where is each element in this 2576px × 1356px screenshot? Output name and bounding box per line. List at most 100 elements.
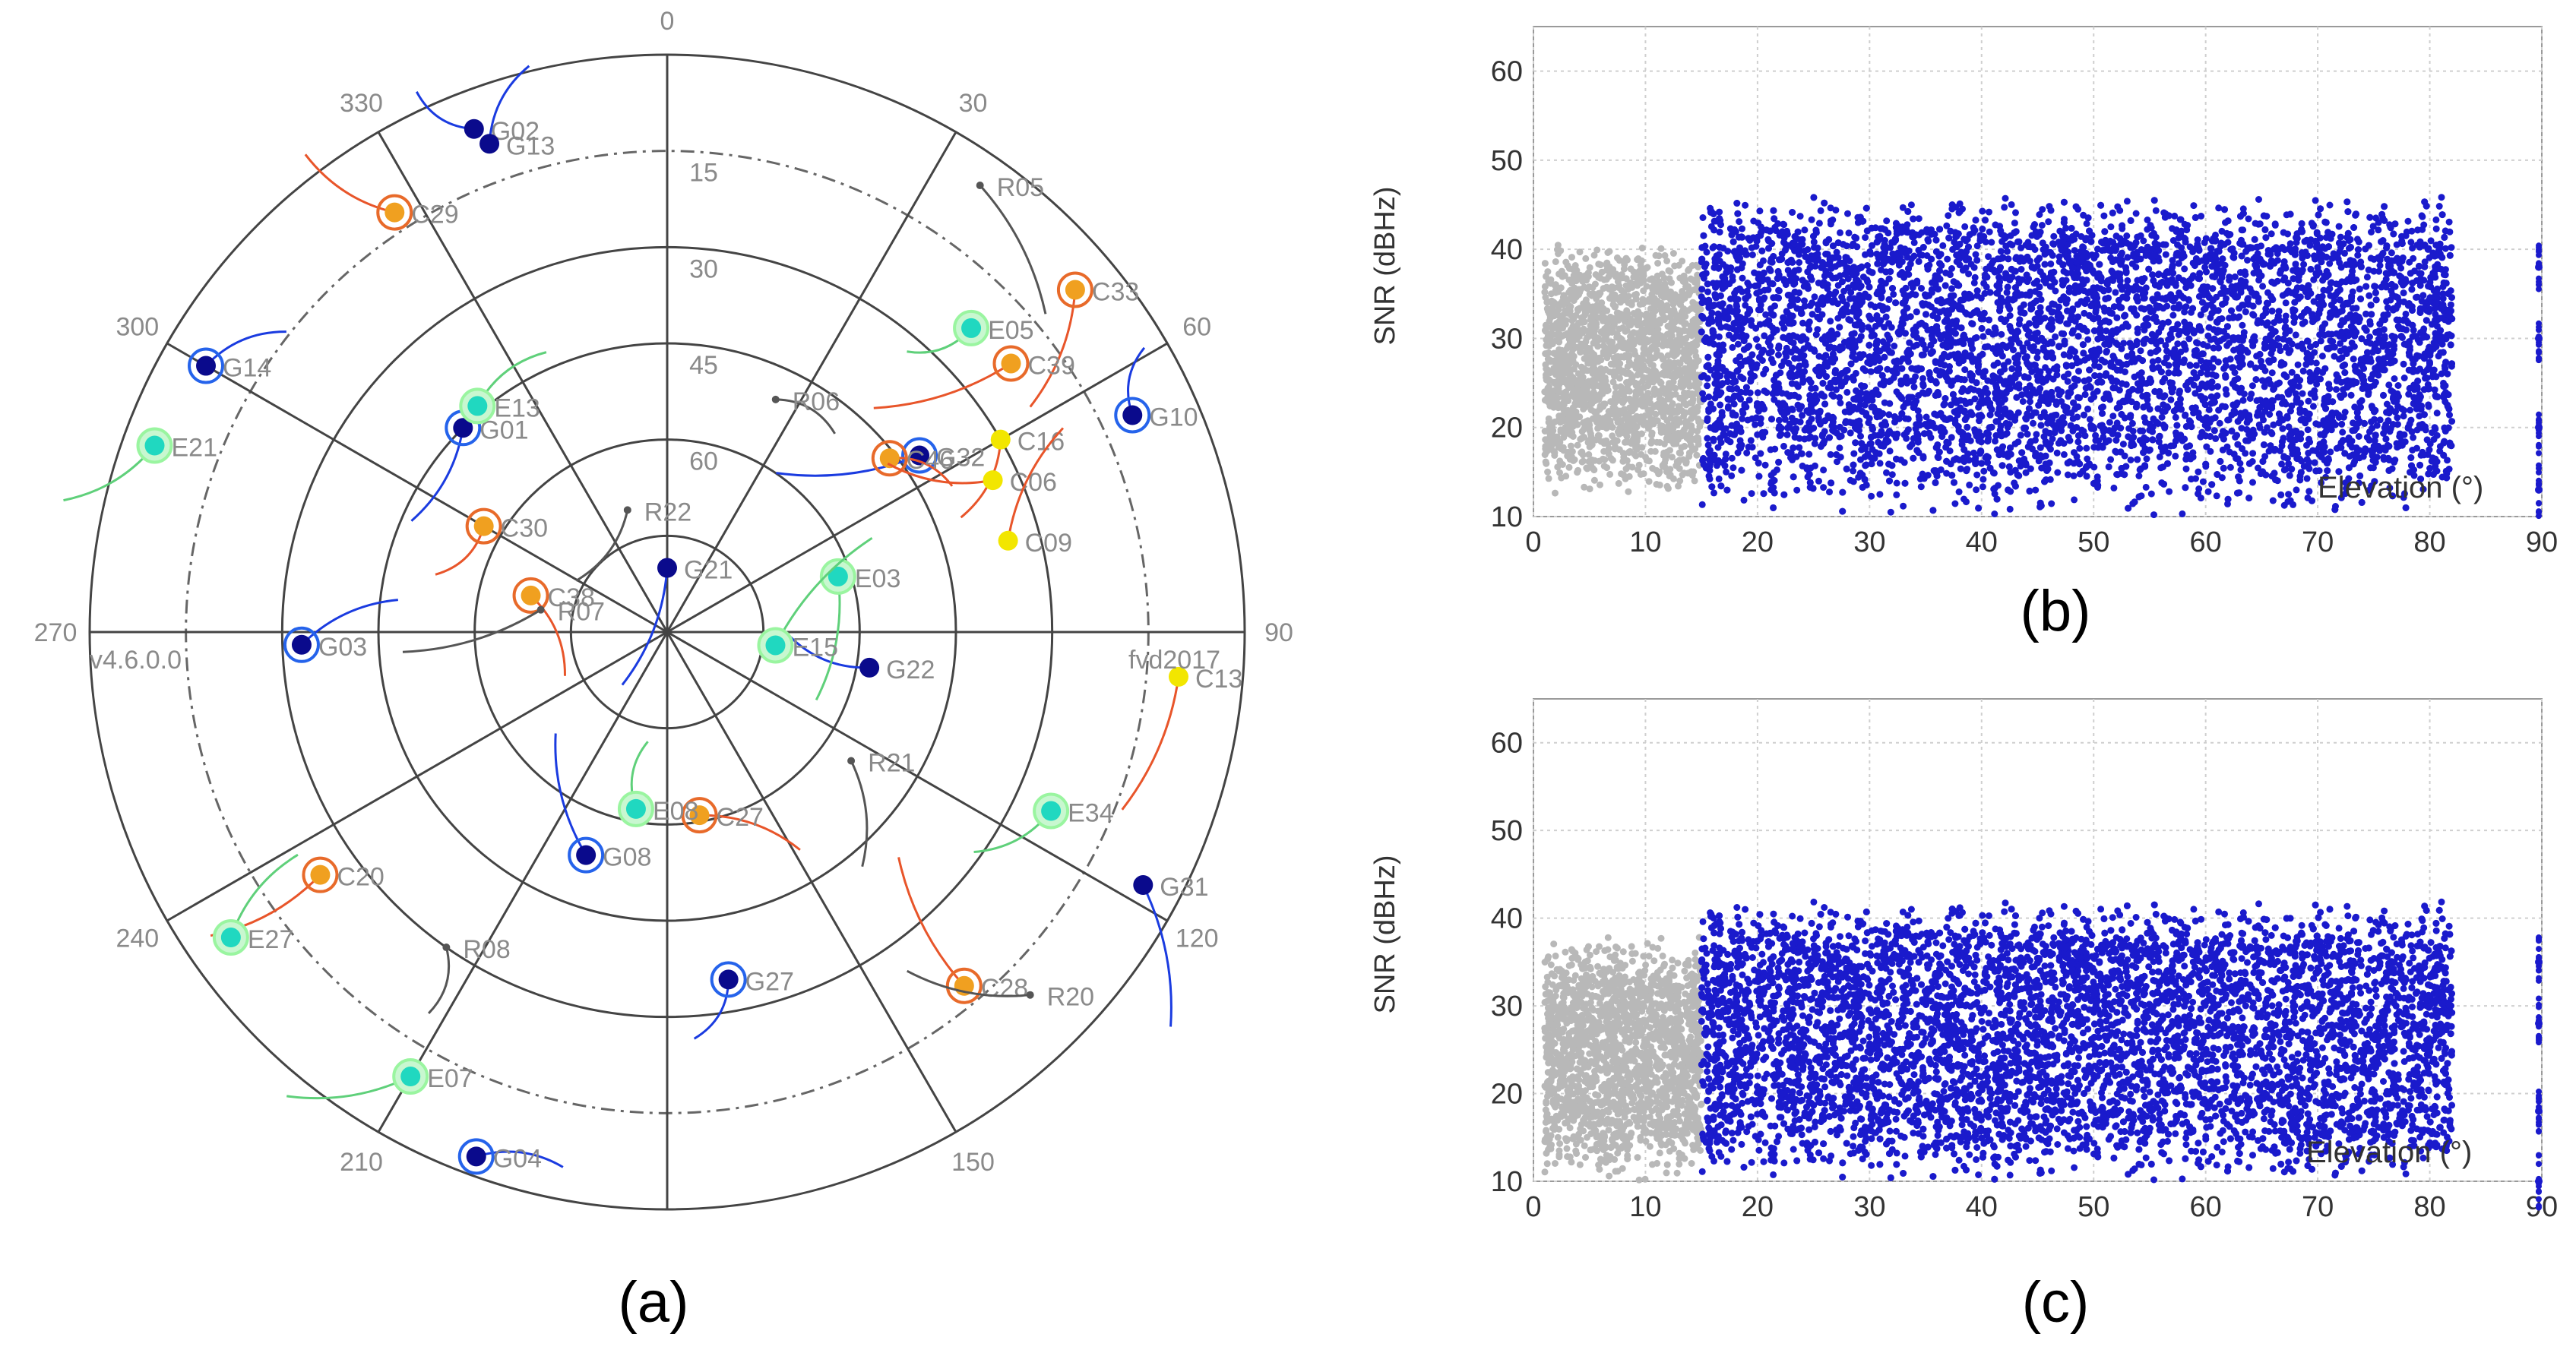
- satellite-marker: [467, 396, 488, 416]
- data-point: [1653, 372, 1660, 380]
- data-point: [1545, 475, 1552, 482]
- satellite-label: E13: [494, 394, 540, 422]
- data-point: [1576, 271, 1584, 279]
- data-point: [1590, 378, 1598, 386]
- data-point: [1664, 395, 1672, 403]
- data-point: [1670, 349, 1678, 356]
- data-point: [1543, 460, 1550, 467]
- satellite-marker: [291, 634, 312, 655]
- data-point: [1614, 419, 1622, 426]
- data-point: [1728, 454, 1736, 462]
- data-point: [2132, 210, 2140, 217]
- data-point: [1668, 279, 1675, 286]
- data-point: [1558, 267, 1565, 275]
- data-point: [1661, 463, 1669, 471]
- satellite-label: C27: [717, 803, 764, 832]
- data-point: [1640, 350, 1647, 358]
- data-point: [1651, 354, 1659, 362]
- data-point: [1945, 212, 1952, 220]
- data-point: [1693, 434, 1701, 441]
- data-point: [1638, 396, 1645, 403]
- data-point: [1573, 326, 1581, 333]
- x-tick-label: 80: [2413, 526, 2445, 558]
- data-point: [1545, 415, 1552, 422]
- data-point: [1644, 382, 1652, 390]
- satellite-track: [402, 608, 542, 653]
- azimuth-spoke-60: [666, 342, 1168, 634]
- data-point: [1652, 410, 1660, 418]
- data-point: [1644, 315, 1651, 322]
- satellite-marker: [1026, 991, 1034, 999]
- data-point: [1605, 327, 1612, 335]
- data-point: [1549, 401, 1557, 409]
- data-point: [1587, 313, 1595, 321]
- satellite-marker: [623, 506, 631, 514]
- data-point: [1546, 424, 1553, 431]
- data-point: [1675, 261, 1682, 269]
- data-point: [1543, 299, 1551, 306]
- data-point: [1630, 329, 1638, 337]
- data-point: [1590, 365, 1598, 372]
- data-point: [1973, 486, 1980, 494]
- y-tick-label: 40: [1491, 234, 1523, 266]
- satellite-marker: [879, 448, 900, 469]
- azimuth-tick-label: 240: [116, 925, 159, 953]
- x-tick-label: 40: [1966, 526, 1998, 558]
- data-point: [2335, 223, 2343, 230]
- satellite-marker: [657, 558, 677, 578]
- data-point: [1681, 426, 1688, 434]
- data-point: [1670, 308, 1678, 316]
- data-point: [1555, 318, 1563, 325]
- data-point: [1619, 397, 1627, 404]
- satellite-label: G21: [684, 556, 733, 585]
- x-tick-label: 60: [2190, 526, 2222, 558]
- satellite-track: [979, 185, 1047, 315]
- data-point: [1549, 434, 1556, 441]
- data-point: [1590, 306, 1598, 314]
- x-tick-label: 20: [1742, 526, 1774, 558]
- data-point: [1557, 460, 1564, 467]
- data-point: [1597, 481, 1603, 488]
- satellite-marker: [976, 182, 984, 190]
- data-point: [2400, 360, 2407, 368]
- data-point: [2213, 492, 2220, 500]
- data-point: [1665, 339, 1673, 346]
- data-point: [1625, 286, 1632, 293]
- satellite-marker: [990, 429, 1011, 450]
- elevation-tick-label: 15: [689, 159, 718, 188]
- data-point: [1685, 307, 1691, 315]
- data-point: [1664, 352, 1672, 359]
- data-point: [1652, 402, 1660, 409]
- satellite-track: [435, 526, 486, 576]
- data-point: [1582, 349, 1590, 356]
- data-point: [1552, 489, 1559, 497]
- data-point: [1598, 422, 1606, 429]
- satellite-marker: [689, 805, 710, 826]
- data-point: [1650, 321, 1658, 329]
- data-point: [1638, 328, 1645, 335]
- data-point: [2215, 204, 2223, 212]
- data-point: [1550, 312, 1558, 320]
- data-point: [1626, 395, 1633, 403]
- data-point: [1612, 443, 1619, 450]
- satellite-label: C29: [411, 201, 458, 229]
- data-point: [1685, 389, 1692, 397]
- data-point: [1543, 394, 1551, 402]
- data-point: [1543, 374, 1550, 381]
- data-point: [1657, 306, 1665, 314]
- satellite-label: C30: [501, 514, 548, 543]
- data-point: [1664, 485, 1672, 492]
- data-point: [1562, 427, 1569, 435]
- data-point: [1574, 469, 1581, 476]
- data-point: [1692, 352, 1700, 360]
- data-point: [2142, 483, 2150, 491]
- satellite-ring: [681, 797, 718, 834]
- satellite-ring: [945, 967, 983, 1004]
- data-point: [1559, 444, 1567, 451]
- data-point: [1832, 207, 1840, 214]
- data-point: [1567, 326, 1574, 333]
- data-point: [1698, 419, 1705, 426]
- data-point: [1606, 470, 1614, 478]
- data-point: [2400, 375, 2408, 381]
- data-point: [2438, 194, 2445, 201]
